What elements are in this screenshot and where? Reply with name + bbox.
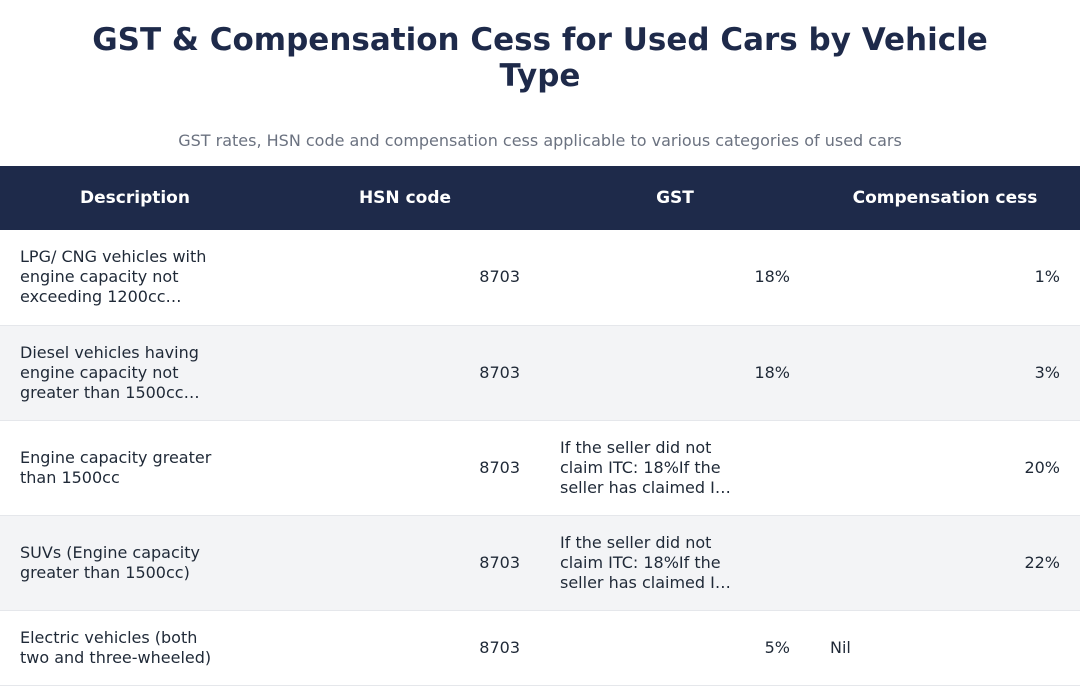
- page-subtitle: GST rates, HSN code and compensation ces…: [178, 131, 902, 150]
- cell-hsn: 8703: [270, 610, 540, 686]
- cell-cess: 22%: [810, 515, 1080, 611]
- cell-hsn: 8703: [270, 420, 540, 516]
- cell-gst: If the seller did not claim ITC: 18%If t…: [540, 515, 810, 611]
- cell-gst: 18%: [540, 230, 810, 326]
- table-header-row: Description HSN code GST Compensation ce…: [0, 166, 1080, 230]
- table-row: Engine capacity greater than 1500cc 8703…: [0, 420, 1080, 516]
- table-row: Electric vehicles (both two and three-wh…: [0, 610, 1080, 686]
- description-text: Diesel vehicles having engine capacity n…: [20, 342, 200, 402]
- table-row: Diesel vehicles having engine capacity n…: [0, 325, 1080, 421]
- table-row: LPG/ CNG vehicles with engine capacity n…: [0, 230, 1080, 326]
- header-compensation-cess[interactable]: Compensation cess: [852, 188, 1038, 208]
- table-row: SUVs (Engine capacity greater than 1500c…: [0, 515, 1080, 611]
- description-text: Engine capacity greater than 1500cc: [20, 447, 212, 487]
- cell-description: Engine capacity greater than 1500cc: [0, 420, 270, 516]
- cell-gst: If the seller did not claim ITC: 18%If t…: [540, 420, 810, 516]
- page-title: GST & Compensation Cess for Used Cars by…: [92, 22, 988, 94]
- gst-table: Description HSN code GST Compensation ce…: [0, 166, 1080, 686]
- cell-description: LPG/ CNG vehicles with engine capacity n…: [0, 230, 270, 326]
- gst-text: If the seller did not claim ITC: 18%If t…: [560, 532, 731, 592]
- cell-gst: 5%: [540, 610, 810, 686]
- header-gst[interactable]: GST: [656, 188, 694, 208]
- cell-cess: Nil: [810, 610, 1080, 686]
- cell-cess: 1%: [810, 230, 1080, 326]
- cell-gst: 18%: [540, 325, 810, 421]
- description-text: Electric vehicles (both two and three-wh…: [20, 627, 212, 667]
- cell-description: SUVs (Engine capacity greater than 1500c…: [0, 515, 270, 611]
- cell-description: Diesel vehicles having engine capacity n…: [0, 325, 270, 421]
- gst-text: If the seller did not claim ITC: 18%If t…: [560, 437, 731, 497]
- description-text: LPG/ CNG vehicles with engine capacity n…: [20, 247, 207, 307]
- header-description[interactable]: Description: [80, 188, 190, 208]
- cell-cess: 3%: [810, 325, 1080, 421]
- header-hsn-code[interactable]: HSN code: [358, 188, 452, 208]
- cell-hsn: 8703: [270, 230, 540, 326]
- cell-description: Electric vehicles (both two and three-wh…: [0, 610, 270, 686]
- cell-hsn: 8703: [270, 515, 540, 611]
- description-text: SUVs (Engine capacity greater than 1500c…: [20, 542, 200, 582]
- cell-hsn: 8703: [270, 325, 540, 421]
- cell-cess: 20%: [810, 420, 1080, 516]
